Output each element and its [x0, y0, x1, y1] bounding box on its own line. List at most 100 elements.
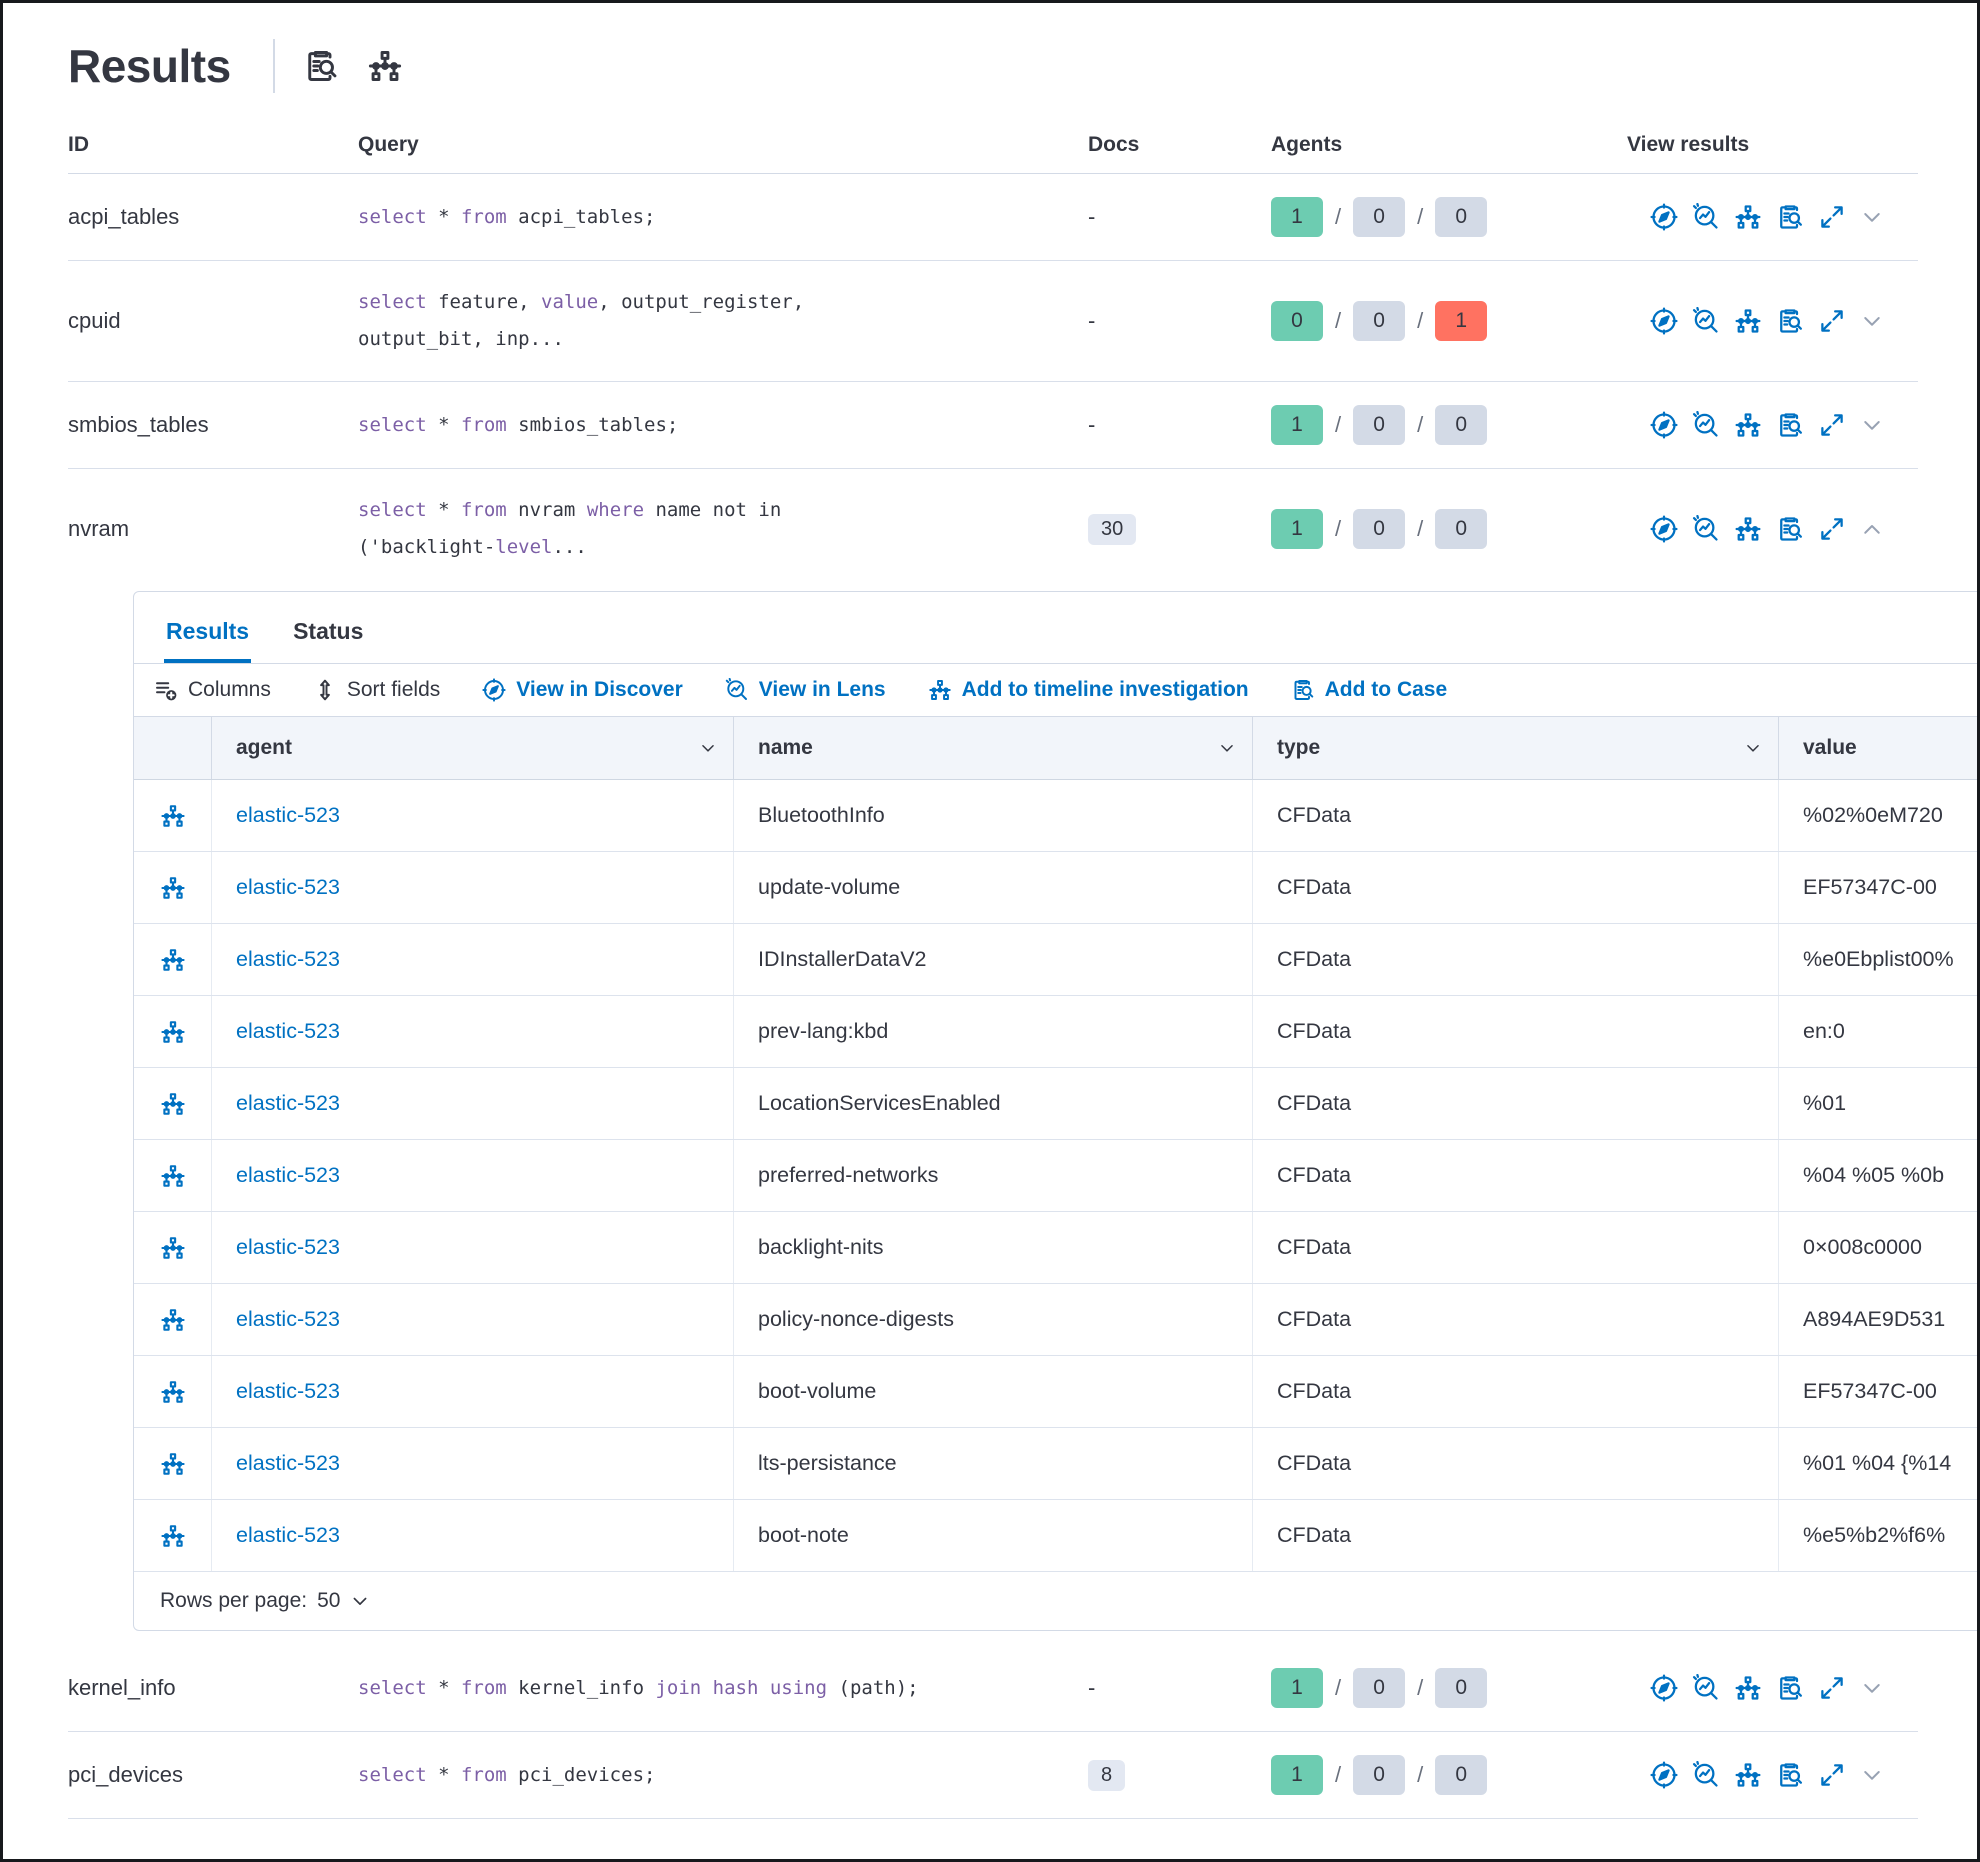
expand-icon[interactable]	[1818, 411, 1846, 439]
discover-icon[interactable]	[1650, 1674, 1678, 1702]
agent-link[interactable]: elastic-523	[236, 1523, 340, 1547]
agent-link[interactable]: elastic-523	[236, 803, 340, 827]
view-results-actions	[1627, 514, 1918, 543]
agent-count-badge-green: 0	[1271, 301, 1323, 341]
case-icon[interactable]	[1776, 515, 1804, 543]
agent-count-badge-green: 1	[1271, 1755, 1323, 1795]
rows-per-page-control[interactable]: Rows per page: 50	[134, 1572, 1977, 1630]
toolbar-button-label: View in Lens	[758, 678, 886, 701]
timeline-graph-icon[interactable]	[1734, 203, 1762, 231]
agent-link[interactable]: elastic-523	[236, 1163, 340, 1187]
timeline-graph-icon[interactable]	[367, 48, 403, 84]
timeline-graph-icon[interactable]	[1734, 515, 1762, 543]
toolbar-button-label: Columns	[188, 678, 271, 701]
agents-separator: /	[1335, 1675, 1342, 1700]
discover-icon[interactable]	[1650, 203, 1678, 231]
add-to-case-button[interactable]: Add to Case	[1291, 678, 1447, 702]
grid-col-header-name[interactable]: name	[734, 717, 1253, 779]
agents-separator: /	[1417, 1762, 1424, 1787]
timeline-graph-icon[interactable]	[1734, 1761, 1762, 1789]
timeline-graph-icon[interactable]	[1734, 411, 1762, 439]
agent-link[interactable]: elastic-523	[236, 1307, 340, 1331]
case-icon[interactable]	[1776, 203, 1804, 231]
results-grid-body: elastic-523 BluetoothInfo CFData %02%0eM720…	[134, 780, 1977, 1572]
view-in-lens-button[interactable]: View in Lens	[725, 677, 886, 702]
lens-icon[interactable]	[1692, 1760, 1720, 1789]
lens-icon[interactable]	[1692, 1673, 1720, 1702]
timeline-graph-icon[interactable]	[160, 1091, 186, 1117]
sql-text: *	[426, 1676, 461, 1699]
timeline-graph-icon[interactable]	[160, 1019, 186, 1045]
discover-icon[interactable]	[1650, 1761, 1678, 1789]
inspect-icon[interactable]	[303, 48, 339, 84]
lens-icon[interactable]	[1692, 410, 1720, 439]
grid-col-header-value[interactable]: value	[1779, 717, 1977, 779]
docs-count: 30	[1088, 513, 1271, 545]
expand-icon[interactable]	[1818, 515, 1846, 543]
timeline-graph-icon[interactable]	[160, 803, 186, 829]
agent-link[interactable]: elastic-523	[236, 1019, 340, 1043]
tab-results[interactable]: Results	[164, 592, 252, 663]
lens-icon[interactable]	[1692, 306, 1720, 335]
cell-agent: elastic-523	[212, 1140, 734, 1211]
timeline-graph-icon[interactable]	[1734, 307, 1762, 335]
agents-separator: /	[1417, 516, 1424, 541]
sql-keyword: from	[460, 1676, 507, 1699]
timeline-graph-icon[interactable]	[160, 1379, 186, 1405]
agent-link[interactable]: elastic-523	[236, 1379, 340, 1403]
lens-icon[interactable]	[1692, 514, 1720, 543]
sort-fields-button[interactable]: Sort fields	[313, 678, 440, 702]
agent-link[interactable]: elastic-523	[236, 1235, 340, 1259]
agent-link[interactable]: elastic-523	[236, 875, 340, 899]
chevron-down-icon	[1218, 739, 1236, 757]
timeline-graph-icon[interactable]	[160, 1235, 186, 1261]
expand-icon[interactable]	[1818, 1674, 1846, 1702]
result-row: elastic-523 policy-nonce-digests CFData A89…	[134, 1284, 1977, 1356]
tab-status[interactable]: Status	[293, 618, 364, 644]
columns-button[interactable]: Columns	[154, 678, 271, 702]
result-row-actions	[134, 1068, 212, 1139]
sql-keyword: using	[769, 1676, 828, 1699]
view-in-discover-button[interactable]: View in Discover	[482, 678, 683, 702]
chevron-down-icon[interactable]	[1860, 205, 1884, 229]
expand-icon[interactable]	[1818, 307, 1846, 335]
chevron-down-icon[interactable]	[1860, 309, 1884, 333]
timeline-graph-icon[interactable]	[160, 875, 186, 901]
discover-icon[interactable]	[1650, 411, 1678, 439]
case-icon[interactable]	[1776, 1674, 1804, 1702]
query-sql: select feature, value, output_register, o…	[358, 284, 1088, 358]
cell-value: %e5%b2%f6%	[1803, 1523, 1946, 1547]
agent-link[interactable]: elastic-523	[236, 1451, 340, 1475]
discover-icon[interactable]	[1650, 307, 1678, 335]
cell-name: prev-lang:kbd	[734, 996, 1253, 1067]
chevron-up-icon[interactable]	[1860, 517, 1884, 541]
timeline-graph-icon[interactable]	[160, 1307, 186, 1333]
chevron-down-icon[interactable]	[1860, 413, 1884, 437]
timeline-graph-icon[interactable]	[160, 947, 186, 973]
sql-keyword: from	[460, 205, 507, 228]
agent-link[interactable]: elastic-523	[236, 947, 340, 971]
expand-icon[interactable]	[1818, 203, 1846, 231]
timeline-graph-icon[interactable]	[1734, 1674, 1762, 1702]
timeline-graph-icon[interactable]	[160, 1523, 186, 1549]
docs-count-badge: 30	[1088, 513, 1137, 545]
case-icon[interactable]	[1776, 1761, 1804, 1789]
expand-icon[interactable]	[1818, 1761, 1846, 1789]
queries-table: ID Query Docs Agents View results acpi_t…	[68, 115, 1977, 1819]
chevron-down-icon[interactable]	[1860, 1763, 1884, 1787]
chevron-down-icon[interactable]	[1860, 1676, 1884, 1700]
sql-text: smbios_tables;	[506, 413, 679, 436]
add-to-timeline-investigation-button[interactable]: Add to timeline investigation	[928, 678, 1249, 702]
case-icon[interactable]	[1776, 411, 1804, 439]
query-id: kernel_info	[68, 1675, 176, 1700]
case-icon[interactable]	[1776, 307, 1804, 335]
grid-col-header-type[interactable]: type	[1253, 717, 1779, 779]
timeline-graph-icon[interactable]	[160, 1451, 186, 1477]
agents-separator: /	[1335, 1762, 1342, 1787]
lens-icon[interactable]	[1692, 202, 1720, 231]
agent-link[interactable]: elastic-523	[236, 1091, 340, 1115]
agent-count-badge-green: 1	[1271, 405, 1323, 445]
grid-col-header-agent[interactable]: agent	[212, 717, 734, 779]
discover-icon[interactable]	[1650, 515, 1678, 543]
timeline-graph-icon[interactable]	[160, 1163, 186, 1189]
